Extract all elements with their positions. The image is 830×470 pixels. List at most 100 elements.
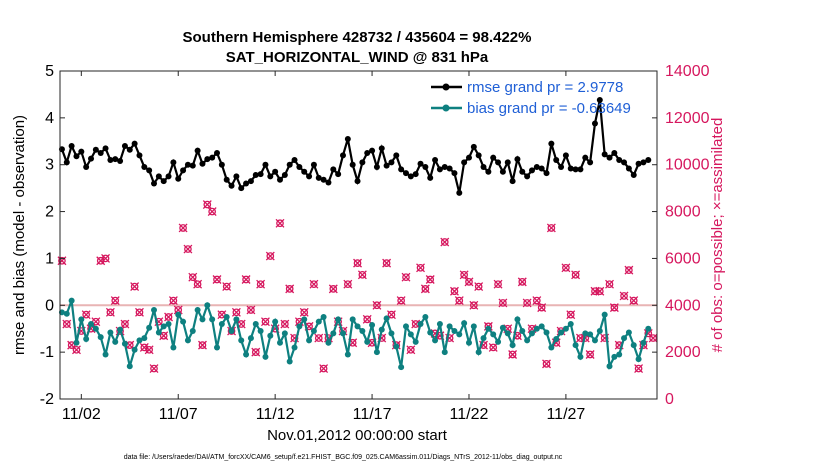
bias-point bbox=[485, 325, 492, 332]
bias-point bbox=[83, 336, 90, 343]
bias-point bbox=[582, 330, 589, 337]
rmse-point bbox=[621, 159, 628, 166]
rmse-point bbox=[587, 159, 594, 166]
bias-point bbox=[630, 342, 637, 349]
obs-count-point bbox=[120, 319, 130, 329]
y-tick-label: -2 bbox=[40, 391, 54, 408]
rmse-point bbox=[393, 152, 400, 159]
bias-point bbox=[238, 337, 245, 344]
y-axis-label: rmse and bias (model - observation) bbox=[11, 115, 28, 355]
x-tick-label: 11/22 bbox=[450, 406, 489, 423]
obs-count-point bbox=[314, 333, 324, 343]
bias-point bbox=[446, 323, 453, 330]
rmse-point bbox=[485, 168, 492, 175]
rmse-point bbox=[528, 167, 535, 174]
obs-count-point bbox=[571, 270, 581, 280]
rmse-point bbox=[141, 164, 148, 171]
bias-point bbox=[339, 330, 346, 337]
rmse-point bbox=[330, 166, 337, 173]
bias-point bbox=[524, 337, 531, 344]
rmse-point bbox=[175, 175, 182, 182]
rmse-point bbox=[335, 171, 342, 178]
bias-point bbox=[606, 363, 613, 370]
rmse-point bbox=[451, 170, 458, 177]
rmse-point bbox=[577, 166, 584, 173]
y-tick-label: 2 bbox=[45, 204, 54, 221]
bias-point bbox=[504, 330, 511, 337]
obs-count-point bbox=[372, 300, 382, 310]
rmse-point bbox=[548, 140, 555, 147]
obs-count-point bbox=[619, 291, 629, 301]
obs-count-point bbox=[101, 253, 111, 263]
bias-point bbox=[548, 344, 555, 351]
rmse-point bbox=[490, 154, 497, 161]
rmse-point bbox=[126, 146, 133, 153]
obs-count-point bbox=[251, 347, 261, 357]
bias-point bbox=[528, 330, 535, 337]
obs-count-point bbox=[406, 345, 416, 355]
obs-count-point bbox=[517, 277, 527, 287]
rmse-point bbox=[146, 167, 153, 174]
bias-point bbox=[160, 323, 167, 330]
y-tick-label: 1 bbox=[45, 250, 54, 267]
bias-point bbox=[102, 351, 109, 358]
bias-point bbox=[325, 339, 332, 346]
rmse-point bbox=[121, 142, 128, 149]
obs-count-point bbox=[328, 284, 338, 294]
obs-count-point bbox=[566, 310, 576, 320]
plot-frame bbox=[59, 70, 658, 400]
bias-point bbox=[165, 321, 172, 328]
bias-point bbox=[383, 315, 390, 322]
rmse-point bbox=[243, 180, 250, 187]
obs-count-point bbox=[130, 282, 140, 292]
bias-point bbox=[553, 336, 560, 343]
y2-tick-label: 8000 bbox=[665, 204, 701, 221]
rmse-point bbox=[63, 159, 70, 166]
rmse-point bbox=[383, 162, 390, 169]
x-tick-label: 11/17 bbox=[353, 406, 392, 423]
bias-point bbox=[480, 335, 487, 342]
obs-count-point bbox=[343, 279, 353, 289]
bias-point bbox=[422, 314, 429, 320]
obs-count-point bbox=[188, 272, 198, 282]
bias-point bbox=[180, 318, 187, 325]
obs-count-point bbox=[493, 279, 503, 289]
bias-point bbox=[228, 328, 235, 335]
obs-count-point bbox=[561, 263, 571, 273]
bias-point bbox=[402, 323, 409, 330]
bias-point bbox=[306, 337, 313, 344]
rmse-point bbox=[165, 173, 172, 180]
rmse-point bbox=[267, 173, 274, 180]
rmse-point bbox=[223, 176, 230, 183]
rmse-point bbox=[339, 152, 346, 159]
bias-point bbox=[252, 321, 259, 328]
bias-point bbox=[155, 329, 162, 336]
y2-tick-label: 4000 bbox=[665, 297, 701, 314]
obs-count-point bbox=[183, 244, 193, 254]
obs-count-point bbox=[634, 364, 644, 374]
obs-count-point bbox=[265, 251, 275, 261]
rmse-point bbox=[640, 159, 647, 166]
rmse-point bbox=[247, 178, 254, 185]
obs-count-point bbox=[498, 298, 508, 308]
obs-count-point bbox=[173, 305, 183, 315]
bias-point bbox=[645, 325, 652, 332]
bias-point bbox=[519, 328, 526, 335]
rmse-point bbox=[470, 143, 477, 150]
obs-count-point bbox=[193, 279, 203, 289]
rmse-point bbox=[543, 170, 550, 177]
bias-point bbox=[204, 302, 211, 309]
rmse-point bbox=[151, 180, 158, 187]
y2-tick-label: 10000 bbox=[665, 157, 710, 174]
obs-count-point bbox=[532, 296, 542, 306]
bias-point bbox=[621, 335, 628, 342]
bias-point bbox=[194, 306, 201, 313]
rmse-point bbox=[562, 152, 569, 159]
rmse-point bbox=[170, 159, 177, 166]
rmse-point bbox=[262, 161, 269, 168]
obs-count-point bbox=[396, 296, 406, 306]
bias-point bbox=[107, 329, 114, 336]
bias-point bbox=[184, 337, 191, 344]
rmse-point bbox=[417, 160, 424, 167]
bias-point bbox=[117, 326, 124, 333]
